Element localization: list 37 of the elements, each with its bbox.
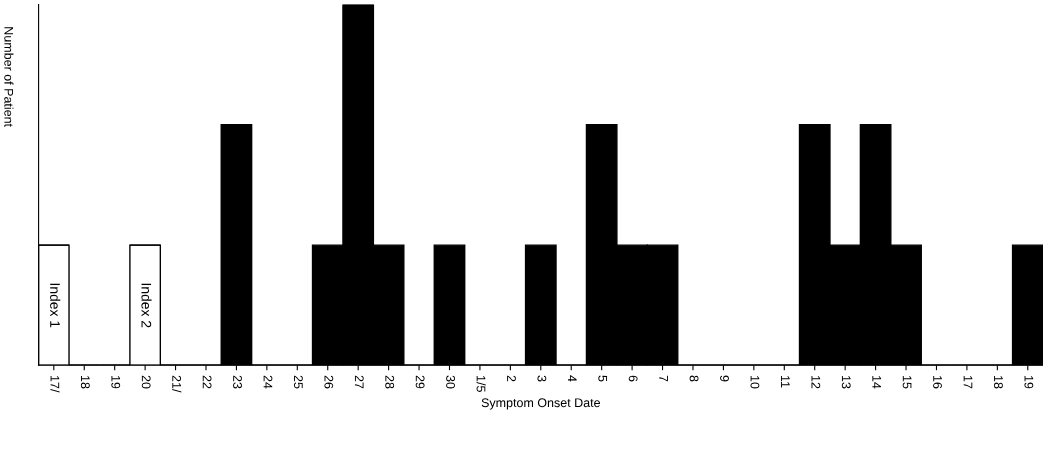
x-tick-label: 20: [141, 375, 151, 389]
x-tick-label: 15: [902, 375, 912, 389]
y-axis-title: Number of Patient: [4, 27, 14, 127]
x-tick-label: 3: [537, 375, 547, 382]
x-tick-label: 12: [811, 375, 821, 389]
x-tick-label: 8: [689, 375, 699, 382]
x-tick-label: 24: [263, 375, 273, 389]
annotation: Index 1: [50, 283, 61, 328]
x-tick-label: 2: [507, 375, 516, 382]
x-tick-label: 28: [385, 375, 395, 389]
x-axis-title: Symptom Onset Date: [481, 398, 600, 410]
x-tick-label: 11: [781, 375, 790, 388]
x-tick-label: 23: [233, 375, 242, 389]
x-tick-label: 1/5: [476, 375, 486, 392]
x-tick-label: 16: [933, 375, 942, 389]
x-tick-label: 17: [963, 375, 973, 389]
x-tick-label: 18: [80, 375, 90, 389]
x-tick-label: 21/: [172, 375, 182, 393]
x-tick-label: 27: [354, 375, 364, 389]
x-tick-label: 25: [293, 375, 303, 389]
x-tick-label: 22: [202, 375, 212, 389]
x-tick-label: 7: [659, 375, 668, 382]
x-tick-label: 26: [324, 375, 334, 389]
x-tick-label: 17/: [50, 375, 60, 393]
x-tick-label: 4: [568, 375, 577, 382]
x-tick-label: 19: [111, 375, 121, 389]
x-tick-label: 29: [415, 375, 425, 389]
annotation: Index 2: [141, 283, 152, 328]
x-tick-label: 5: [598, 375, 608, 382]
x-tick-label: 19: [1024, 375, 1034, 389]
x-tick-label: 18: [993, 375, 1003, 389]
x-tick-label: 10: [750, 375, 760, 389]
x-tick-label: 13: [841, 375, 851, 389]
x-tick-label: 9: [720, 375, 729, 382]
x-tick-label: 30: [446, 375, 455, 389]
x-tick-label: 6: [628, 375, 638, 382]
x-tick-label: 14: [872, 375, 881, 389]
